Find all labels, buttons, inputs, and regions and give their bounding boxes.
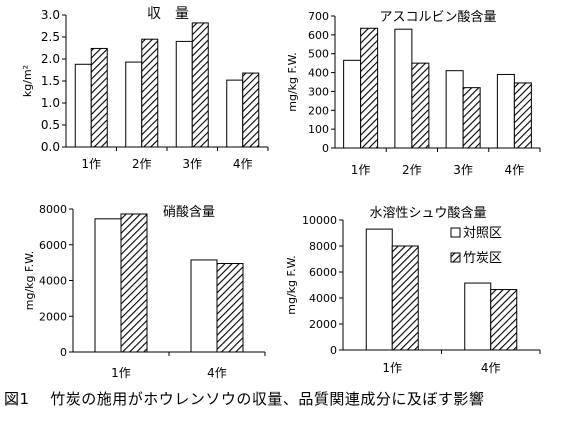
- y-tick-label: 100: [308, 123, 329, 136]
- x-tick-label: 4作: [481, 361, 501, 375]
- y-tick-label: 6000: [39, 239, 67, 252]
- y-axis-label: mg/kg F.W.: [286, 52, 299, 111]
- x-tick-label: 3作: [453, 163, 473, 177]
- bar-charcoal: [360, 27, 379, 149]
- x-tick-label: 4作: [505, 163, 525, 177]
- bar-control: [190, 259, 218, 353]
- bar-charcoal: [462, 87, 481, 149]
- bar-control: [125, 61, 143, 148]
- legend: 対照区 竹炭区: [450, 226, 502, 266]
- y-tick-label: 2.0: [41, 52, 60, 66]
- x-tick-label: 4作: [233, 157, 253, 171]
- bar-charcoal: [141, 38, 159, 148]
- bar-control: [343, 59, 362, 149]
- x-tick-label: 1作: [81, 157, 101, 171]
- bar-control: [365, 228, 393, 351]
- y-tick-label: 2000: [39, 310, 67, 323]
- bar-control: [445, 70, 464, 149]
- x-tick-label: 1作: [111, 366, 131, 380]
- bar-charcoal: [120, 213, 148, 353]
- y-tick-label: 8000: [309, 240, 337, 253]
- y-tick-label: 0.0: [41, 140, 60, 154]
- y-tick-label: 1.0: [41, 96, 60, 110]
- bar-control: [464, 282, 492, 351]
- x-tick-label: 4作: [207, 366, 227, 380]
- x-tick-label: 2作: [132, 157, 152, 171]
- figure-caption: 図1 竹炭の施用がホウレンソウの収量、品質関連成分に及ぼす影響: [4, 390, 485, 408]
- bar-control: [226, 79, 244, 148]
- y-tick-label: 0: [60, 346, 67, 359]
- y-tick-label: 2.5: [41, 30, 60, 44]
- bar-control: [74, 63, 92, 148]
- chart-title: 硝酸含量: [163, 204, 215, 220]
- bar-control: [175, 40, 193, 148]
- y-tick-label: 300: [308, 85, 329, 98]
- y-tick-label: 0: [330, 344, 337, 357]
- chart-3: 硝酸含量 mg/kg F.W. 0 2000 4000 6000 8000 1作 4作: [23, 203, 266, 380]
- y-tick-label: 600: [308, 29, 329, 42]
- y-tick-label: 4000: [39, 275, 67, 288]
- y-tick-label: 10000: [302, 214, 337, 227]
- y-tick-label: 0.5: [41, 118, 60, 132]
- y-axis-label: mg/kg F.W.: [23, 251, 36, 310]
- y-axis-label: mg/kg F.W.: [285, 255, 298, 314]
- figure-canvas: 収 量kg/m²0.00.51.01.52.02.53.01作 2作 3作 4作アスコ…: [21, 6, 541, 380]
- y-tick-label: 3.0: [41, 8, 60, 22]
- y-tick-label: 8000: [39, 203, 67, 216]
- y-tick-label: 500: [308, 48, 329, 61]
- bar-charcoal: [216, 263, 244, 353]
- chart-title: 収 量: [147, 6, 189, 22]
- x-tick-label: 2作: [402, 163, 422, 177]
- chart-2: アスコルビン酸含量 mg/kg F.W. 0 100 200 300 400 500 600 70…: [286, 9, 541, 177]
- bar-charcoal: [411, 62, 430, 149]
- bar-charcoal: [391, 245, 419, 351]
- chart-1: 収 量 kg/m² 0.0 0.5 1.0 1.5 2.0 2.5 3.0 1作 2作 3作 4作: [21, 6, 269, 171]
- x-tick-label: 1作: [382, 361, 402, 375]
- y-tick-label: 4000: [309, 292, 337, 305]
- bar-charcoal: [242, 72, 260, 148]
- y-tick-label: 2000: [309, 318, 337, 331]
- legend-swatch-charcoal: [450, 252, 461, 263]
- bar-charcoal: [490, 289, 518, 351]
- x-tick-label: 1作: [351, 163, 371, 177]
- y-tick-label: 700: [308, 10, 329, 23]
- bar-control: [394, 28, 413, 149]
- chart-title: 水溶性シュウ酸含量: [369, 205, 486, 221]
- legend-swatch-control: [450, 227, 461, 238]
- legend-label-control: 対照区: [463, 226, 502, 241]
- chart-4: 水溶性シュウ酸含量 mg/kg F.W. 0 2000 4000 6000 8000 1000…: [285, 205, 541, 375]
- bar-charcoal: [513, 82, 532, 149]
- chart-title: アスコルビン酸含量: [379, 9, 496, 25]
- legend-label-charcoal: 竹炭区: [463, 251, 502, 266]
- y-axis-label: kg/m²: [21, 65, 34, 97]
- y-tick-label: 200: [308, 104, 329, 117]
- y-tick-label: 0: [322, 142, 329, 155]
- bar-control: [94, 218, 122, 353]
- y-tick-label: 6000: [309, 266, 337, 279]
- y-tick-label: 1.5: [41, 74, 60, 88]
- bar-charcoal: [90, 47, 108, 148]
- y-tick-label: 400: [308, 67, 329, 80]
- bar-control: [496, 73, 515, 149]
- bar-charcoal: [191, 22, 209, 148]
- x-tick-label: 3作: [182, 157, 202, 171]
